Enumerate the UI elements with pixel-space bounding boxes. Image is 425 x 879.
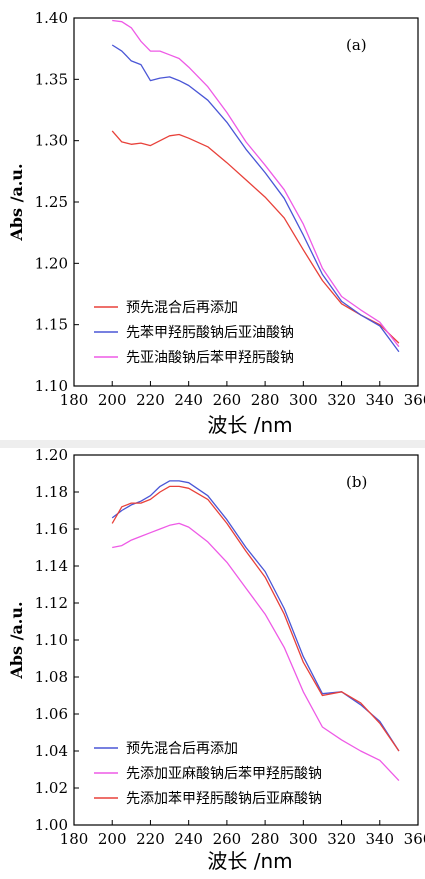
x-tick-label: 360 (404, 391, 425, 409)
legend-label-1: 预先混合后再添加 (126, 300, 238, 316)
x-tick-label: 320 (327, 391, 356, 409)
y-axis-label: Abs /a.u. (7, 601, 26, 679)
y-tick-label: 1.15 (35, 316, 68, 334)
y-tick-label: 1.25 (35, 193, 68, 211)
x-tick-label: 240 (174, 830, 203, 848)
x-axis-label: 波长 /nm (207, 413, 292, 437)
y-tick-label: 1.14 (35, 557, 68, 575)
x-tick-label: 320 (327, 830, 356, 848)
y-tick-label: 1.20 (35, 254, 68, 272)
x-tick-label: 360 (404, 830, 425, 848)
legend-label-2: 先添加亚麻酸钠后苯甲羟肟酸钠 (126, 765, 322, 782)
x-tick-label: 280 (251, 391, 280, 409)
x-tick-label: 340 (365, 830, 394, 848)
x-tick-label: 180 (60, 830, 89, 848)
y-tick-label: 1.00 (35, 816, 68, 834)
y-tick-label: 1.40 (35, 9, 68, 27)
panel-label: (b) (346, 473, 367, 491)
series-line-2 (111, 44, 400, 353)
x-tick-label: 240 (174, 391, 203, 409)
x-tick-label: 340 (365, 391, 394, 409)
panel-separator (0, 440, 425, 448)
y-tick-label: 1.08 (35, 668, 68, 686)
y-tick-label: 1.02 (35, 779, 68, 797)
y-tick-label: 1.06 (35, 705, 68, 723)
x-tick-label: 300 (289, 830, 318, 848)
x-axis-label: 波长 /nm (207, 849, 292, 873)
y-tick-label: 1.04 (35, 742, 68, 760)
y-tick-label: 1.20 (35, 446, 68, 464)
series-line-1 (111, 480, 400, 752)
series-line-3 (112, 19, 400, 348)
x-tick-label: 200 (98, 830, 127, 848)
x-tick-label: 180 (60, 391, 89, 409)
x-tick-label: 300 (289, 391, 318, 409)
chart-panel-2: 180 200 220 240 260 280 300 320 340 360 1.00 1.02 1.… (7, 446, 425, 873)
series-line-1 (111, 130, 400, 344)
legend-label-3: 先添加苯甲羟肟酸钠后亚麻酸钠 (126, 790, 322, 807)
x-tick-label: 260 (213, 830, 242, 848)
x-tick-label: 220 (136, 391, 165, 409)
x-tick-label: 200 (98, 391, 127, 409)
y-tick-label: 1.10 (35, 377, 68, 395)
x-tick-label: 220 (136, 830, 165, 848)
y-tick-label: 1.30 (35, 132, 68, 150)
y-tick-label: 1.10 (35, 631, 68, 649)
x-tick-label: 260 (213, 391, 242, 409)
series-line-3 (111, 485, 400, 752)
x-tick-label: 280 (251, 830, 280, 848)
y-tick-label: 1.12 (35, 594, 68, 612)
y-axis-label: Abs /a.u. (7, 163, 26, 241)
series-line-2 (112, 522, 400, 782)
y-tick-label: 1.18 (35, 483, 68, 501)
panel-label: (a) (346, 36, 367, 54)
chart-panel-1: 180 200 220 240 260 280 300 320 340 360 1.10 1.15 1.… (7, 9, 425, 437)
legend-label-2: 先苯甲羟肟酸钠后亚油酸钠 (126, 324, 294, 341)
legend-label-3: 先亚油酸钠后苯甲羟肟酸钠 (126, 349, 294, 366)
legend-label-1: 预先混合后再添加 (126, 741, 238, 757)
y-tick-label: 1.16 (35, 520, 68, 538)
y-tick-label: 1.35 (35, 70, 68, 88)
